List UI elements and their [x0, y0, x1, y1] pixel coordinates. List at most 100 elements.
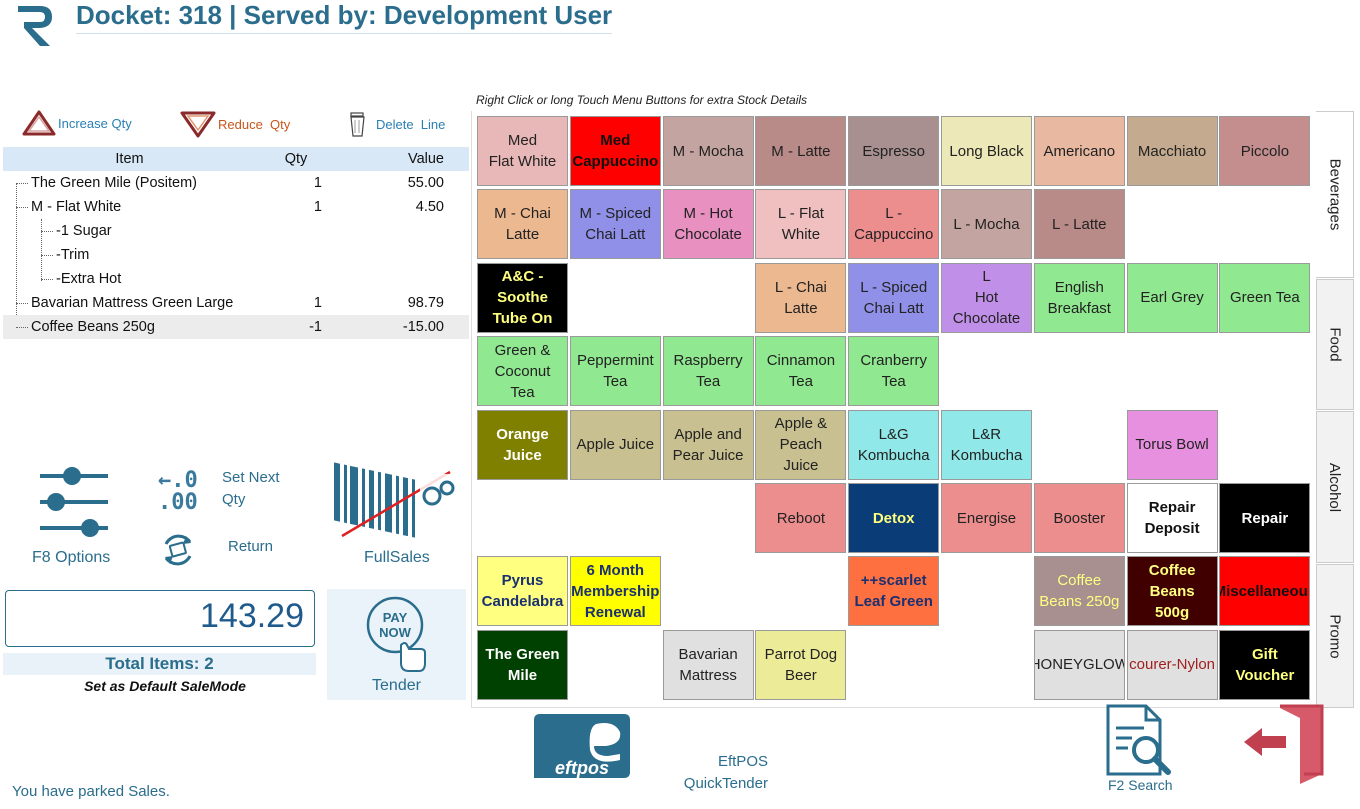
return-button[interactable]: Return	[228, 538, 274, 555]
menu-button[interactable]: Coffee Beans 250g	[1033, 556, 1125, 627]
order-row-modifier[interactable]: -Extra Hot	[3, 267, 469, 291]
menu-button[interactable]: The Green Mile	[477, 629, 568, 700]
menu-button-line: Detox	[872, 509, 915, 527]
menu-button[interactable]: Repair Deposit	[1126, 483, 1218, 553]
tab-promo[interactable]: Promo	[1316, 564, 1354, 708]
menu-button[interactable]: M - Spiced Chai Latt	[569, 189, 661, 260]
menu-button[interactable]: Detox	[848, 483, 940, 553]
menu-button[interactable]: English Breakfast	[1033, 262, 1125, 333]
menu-button[interactable]: Macchiato	[1126, 116, 1218, 186]
decimal-icon[interactable]: ←.0 .00	[158, 470, 198, 514]
menu-button-label: Macchiato	[1138, 141, 1206, 162]
menu-button[interactable]: ++scarlet Leaf Green	[848, 556, 940, 627]
menu-button[interactable]: L - Mocha	[941, 189, 1032, 260]
menu-button[interactable]: M - Hot Chocolate	[662, 189, 754, 260]
menu-button[interactable]: L Hot Chocolate	[941, 262, 1032, 333]
f2-search-button[interactable]: F2 Search	[1108, 777, 1173, 793]
eftpos-icon[interactable]: eftpos	[534, 714, 630, 778]
barcode-scanner-icon[interactable]	[332, 462, 460, 544]
order-row[interactable]: Bavarian Mattress Green Large 1 98.79	[3, 291, 469, 315]
order-row[interactable]: The Green Mile (Positem) 1 55.00	[3, 171, 469, 195]
menu-button[interactable]: L - Flat White	[755, 189, 847, 260]
menu-button[interactable]: Orange Juice	[477, 409, 568, 480]
menu-button[interactable]: 6 Month Membership Renewal	[569, 556, 661, 627]
menu-button[interactable]: Earl Grey	[1126, 262, 1218, 333]
menu-button[interactable]: Apple Juice	[569, 409, 661, 480]
menu-button[interactable]: L&G Kombucha	[848, 409, 940, 480]
menu-button[interactable]: Gift Voucher	[1219, 629, 1311, 700]
exit-door-icon[interactable]	[1240, 704, 1326, 786]
menu-button[interactable]: Piccolo	[1219, 116, 1311, 186]
menu-button[interactable]: L - Spiced Chai Latt	[848, 262, 940, 333]
menu-button[interactable]: Reboot	[755, 483, 847, 553]
menu-button[interactable]: Miscellaneous	[1219, 556, 1311, 627]
menu-button[interactable]: Torus Bowl	[1126, 409, 1218, 480]
menu-button-line: Pear Juice	[672, 446, 744, 464]
document-search-icon[interactable]	[1104, 704, 1178, 776]
menu-button-line: courer-Nylon	[1129, 656, 1216, 674]
menu-button[interactable]: M - Chai Latte	[477, 189, 568, 260]
menu-button[interactable]: Parrot Dog Beer	[755, 629, 847, 700]
order-item-qty: 1	[313, 199, 322, 215]
full-sales-button[interactable]: FullSales	[364, 549, 430, 566]
column-header-value: Value	[407, 151, 444, 167]
menu-button[interactable]: Pyrus Candelabra	[477, 556, 568, 627]
set-next-qty-button[interactable]: Set Next Qty	[222, 469, 280, 508]
menu-button[interactable]: Long Black	[941, 116, 1032, 186]
menu-button-line: Coffee	[1057, 572, 1102, 590]
menu-button[interactable]: Repair	[1219, 483, 1311, 553]
order-row-modifier[interactable]: -1 Sugar	[3, 219, 469, 243]
menu-button[interactable]: Coffee Beans 500g	[1126, 556, 1218, 627]
tab-food[interactable]: Food	[1316, 279, 1354, 410]
menu-button[interactable]: L - Latte	[1033, 189, 1125, 260]
menu-button[interactable]: Green Tea	[1219, 262, 1311, 333]
menu-button[interactable]: M - Mocha	[662, 116, 754, 186]
order-item-name: -Extra Hot	[56, 271, 122, 287]
menu-button[interactable]: Booster	[1033, 483, 1125, 553]
return-cash-icon[interactable]	[158, 530, 198, 570]
delete-line-button[interactable]: Delete Line	[346, 110, 445, 138]
parked-sales-notice[interactable]: You have parked Sales.	[12, 783, 170, 800]
order-row-modifier[interactable]: -Trim	[3, 243, 469, 267]
menu-button[interactable]: Raspberry Tea	[662, 336, 754, 407]
pay-now-icon-top: PAY	[383, 610, 408, 625]
menu-button[interactable]: Peppermint Tea	[569, 336, 661, 407]
f8-options-button[interactable]: F8 Options	[32, 549, 111, 566]
menu-button-label: Repair Deposit	[1145, 497, 1200, 539]
eftpos-quicktender-button[interactable]: EftPOS QuickTender	[683, 753, 768, 792]
sliders-icon[interactable]	[38, 464, 110, 540]
tab-alcohol[interactable]: Alcohol	[1316, 411, 1354, 563]
menu-button[interactable]: Med Cappuccino	[569, 116, 661, 186]
menu-button[interactable]: Apple & Peach Juice	[755, 409, 847, 480]
menu-button[interactable]: M - Latte	[755, 116, 847, 186]
menu-button-label: M - Chai Latte	[494, 203, 551, 245]
menu-button[interactable]: Cinnamon Tea	[755, 336, 847, 407]
menu-button-line: Peppermint	[576, 352, 654, 370]
menu-button[interactable]: A&C - Soothe Tube On	[477, 262, 568, 333]
menu-button-label: Miscellaneous	[1220, 581, 1309, 602]
menu-button[interactable]: Cranberry Tea	[848, 336, 940, 407]
menu-button[interactable]: Energise	[941, 483, 1032, 553]
menu-button-label: Earl Grey	[1140, 287, 1203, 308]
set-default-salemode-link[interactable]: Set as Default SaleMode	[84, 678, 246, 694]
order-row-selected[interactable]: Coffee Beans 250g -1 -15.00	[3, 315, 469, 339]
menu-button-label: L - Chai Latte	[775, 277, 827, 319]
menu-button[interactable]: Americano	[1033, 116, 1125, 186]
menu-button[interactable]: L&R Kombucha	[941, 409, 1032, 480]
increase-qty-button[interactable]: Increase Qty	[22, 110, 132, 136]
tender-button[interactable]: PAY NOW Tender	[327, 589, 466, 700]
order-row[interactable]: M - Flat White 1 4.50	[3, 195, 469, 219]
menu-button[interactable]: Apple and Pear Juice	[662, 409, 754, 480]
menu-button[interactable]: Med Flat White	[477, 116, 568, 186]
menu-button[interactable]: L - Cappuccino	[848, 189, 940, 260]
menu-button[interactable]: HONEYGLOW	[1033, 629, 1125, 700]
menu-button[interactable]: courer-Nylon	[1126, 629, 1218, 700]
menu-button[interactable]: Green & Coconut Tea	[477, 336, 568, 407]
menu-button[interactable]: L - Chai Latte	[755, 262, 847, 333]
reduce-qty-button[interactable]: Reduce Qty	[180, 110, 290, 138]
menu-button[interactable]: Bavarian Mattress	[662, 629, 754, 700]
menu-button-line: Booster	[1053, 509, 1106, 527]
menu-button[interactable]: Espresso	[848, 116, 940, 186]
menu-button-label: courer-Nylon	[1129, 654, 1215, 675]
tab-beverages[interactable]: Beverages	[1316, 111, 1354, 278]
